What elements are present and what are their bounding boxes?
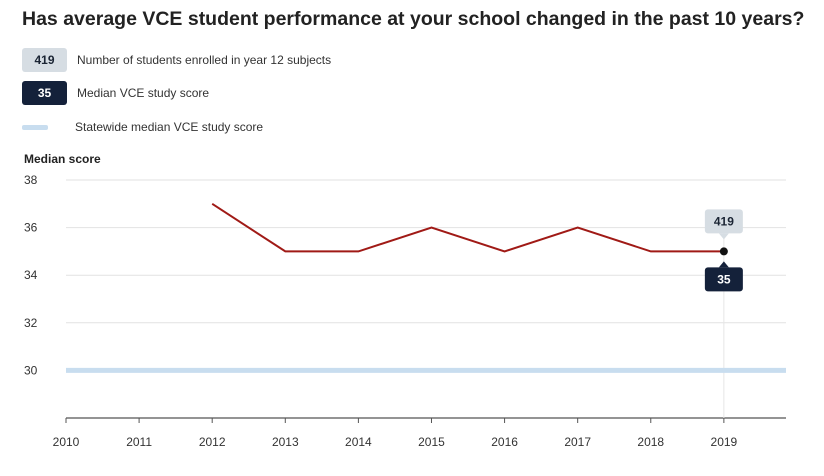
series-line-0 [211, 202, 724, 253]
tooltip-median-value: 35 [717, 272, 731, 286]
x-tick-2014: 2014 [345, 435, 372, 449]
median-badge: 35 [22, 81, 67, 105]
y-tick-labels: 38 36 34 32 30 [24, 173, 38, 377]
x-tick-2019: 2019 [711, 435, 738, 449]
y-tick-36: 36 [24, 221, 38, 235]
y-axis-title: Median score [24, 152, 101, 166]
x-tick-2015: 2015 [418, 435, 445, 449]
x-tick-2013: 2013 [272, 435, 299, 449]
legend-item-enrolled: 419 Number of students enrolled in year … [22, 48, 331, 72]
tooltip-median-box [704, 267, 743, 292]
median-label: Median VCE study score [77, 86, 210, 100]
grid-lines [65, 179, 786, 423]
tooltip-enrolled-pointer [718, 233, 729, 240]
highlight-point [719, 247, 728, 256]
tooltip-median-pointer [718, 261, 729, 268]
tooltip-enrolled-box [704, 209, 743, 234]
series-layer [211, 202, 724, 253]
y-tick-34: 34 [24, 268, 38, 282]
x-tick-2018: 2018 [637, 435, 664, 449]
legend-item-statewide: Statewide median VCE study score [22, 115, 263, 139]
x-tick-labels: 2010 2011 2012 2013 2014 2015 2016 2017 2018 2019 [53, 435, 738, 449]
x-tick-2012: 2012 [199, 435, 226, 449]
highlight-tooltip: 419 35 [704, 209, 743, 292]
tooltip-enrolled-value: 419 [714, 214, 734, 228]
statewide-legend-line [22, 124, 48, 130]
y-tick-38: 38 [24, 173, 38, 187]
x-tick-2011: 2011 [126, 435, 152, 449]
x-tick-2010: 2010 [53, 435, 80, 449]
enrolled-badge: 419 [22, 48, 67, 72]
x-tick-2017: 2017 [564, 435, 591, 449]
y-tick-30: 30 [24, 363, 38, 377]
y-tick-32: 32 [24, 316, 38, 330]
statewide-label: Statewide median VCE study score [75, 120, 264, 134]
x-tick-2016: 2016 [491, 435, 518, 449]
chart-title: Has average VCE student performance at y… [22, 8, 805, 30]
enrolled-label: Number of students enrolled in year 12 s… [77, 53, 332, 67]
legend-item-median: 35 Median VCE study score [22, 81, 209, 105]
